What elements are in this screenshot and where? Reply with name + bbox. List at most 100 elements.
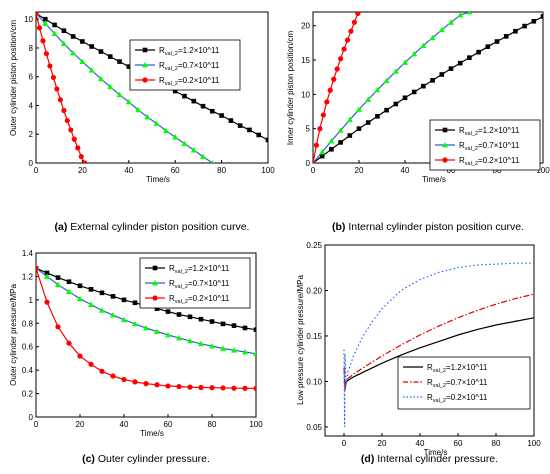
y-tick-label: 20 (301, 22, 310, 31)
x-tick-label: 80 (493, 166, 502, 175)
data-point-triangle (154, 328, 160, 334)
x-tick-label: 20 (378, 439, 387, 448)
y-tick-label: 1.4 (22, 249, 34, 258)
data-point-square (265, 137, 268, 143)
panel-c: 0 20 40 60 80 100 0 0.2 0.4 0.6 0.8 1 1.2 1.4 Time/s Ou… (9, 249, 263, 465)
data-point-triangle (42, 20, 49, 26)
data-point-triangle (209, 343, 215, 349)
y-tick-label: 1.2 (22, 272, 34, 281)
x-tick-label: 100 (249, 420, 263, 429)
series-2 (313, 12, 473, 163)
data-point-square (375, 114, 380, 119)
data-point-circle (320, 112, 326, 118)
data-point-square (187, 314, 193, 320)
data-point-square (176, 312, 182, 317)
plot-frame (35, 252, 257, 418)
legend-label: Rval_2=0.2×10^11 (427, 393, 488, 404)
legend-marker (142, 77, 148, 83)
data-point-triangle (438, 26, 445, 33)
data-point-triangle (181, 140, 188, 146)
x-tick-label: 80 (492, 439, 501, 448)
panel-caption: (b) Internal cylinder piston position cu… (332, 221, 524, 233)
data-point-circle (355, 12, 361, 16)
data-point-triangle (77, 295, 83, 302)
data-point-circle (36, 25, 43, 31)
plot-frame (35, 11, 269, 164)
data-point-square (457, 60, 463, 66)
data-point-circle (88, 361, 94, 367)
data-point-circle (209, 385, 215, 391)
data-point-circle (313, 142, 320, 148)
legend-marker (442, 142, 448, 148)
series-line (343, 262, 534, 427)
data-point-square (228, 118, 234, 123)
data-point-circle (99, 368, 105, 374)
data-point-square (476, 49, 481, 55)
data-point-square (365, 120, 371, 125)
series-2 (36, 12, 214, 163)
data-point-triangle (88, 67, 95, 73)
data-point-triangle (402, 59, 408, 65)
data-point-triangle (198, 340, 204, 347)
data-point-circle (40, 38, 46, 44)
y-tick-label: 0.4 (22, 366, 34, 375)
data-point-square (107, 54, 113, 59)
y-axis-label: Inner cylinder piston position/cm (286, 31, 295, 146)
data-point-circle (71, 136, 77, 142)
panel-d: 0 20 40 60 80 100 0.05 0.10 0.15 0.20 0.25 Time/s Lo… (296, 241, 541, 465)
data-point-circle (44, 299, 50, 305)
legend-label: Rval_2=0.7×10^11 (169, 279, 230, 290)
series-2 (343, 293, 534, 391)
y-tick-label: 10 (24, 15, 33, 24)
x-tick-label: 60 (171, 166, 180, 175)
legend-marker (142, 62, 148, 68)
data-point-square (70, 34, 76, 39)
data-point-square (172, 88, 178, 94)
data-point-square (231, 323, 237, 328)
data-point-triangle (132, 320, 138, 327)
data-point-circle (54, 86, 60, 92)
legend: Rval_2=1.2×10^11 Rval_2=0.7×10^11 Rval_2=0… (397, 356, 531, 410)
data-point-triangle (356, 106, 362, 112)
panel-caption: (a) External cylinder piston position cu… (55, 221, 250, 233)
data-point-square (98, 49, 104, 54)
data-point-circle (338, 56, 344, 62)
data-point-triangle (253, 350, 256, 357)
data-point-circle (220, 385, 226, 391)
x-tick-label: 60 (454, 439, 463, 448)
legend: Rval_2=1.2×10^11 Rval_2=0.7×10^11 Rval_2=0… (429, 119, 541, 171)
y-tick-label: 1 (29, 296, 34, 305)
data-point-circle (253, 385, 256, 392)
data-point-square (191, 98, 197, 104)
data-point-square (421, 83, 426, 89)
data-point-triangle (374, 86, 381, 93)
data-point-triangle (60, 40, 67, 47)
legend-marker (442, 127, 448, 133)
data-point-circle (68, 127, 74, 133)
data-point-triangle (121, 316, 127, 323)
x-tick-label: 100 (527, 439, 541, 448)
series-line (343, 293, 534, 391)
data-point-circle (64, 117, 70, 124)
data-point-square (237, 123, 243, 128)
data-point-square (494, 39, 500, 44)
panel-caption: (d) Internal cylinder pressure. (361, 453, 498, 465)
data-point-circle (57, 97, 63, 103)
data-point-circle (82, 160, 88, 163)
data-point-square (319, 153, 325, 159)
data-point-triangle (411, 50, 418, 57)
data-point-square (448, 66, 454, 71)
data-point-square (220, 321, 226, 327)
data-point-triangle (88, 301, 94, 307)
data-point-square (256, 132, 262, 138)
y-axis-label: Outer cylinder piston position/cm (9, 20, 18, 136)
data-point-square (61, 28, 67, 33)
x-tick-label: 0 (342, 439, 347, 448)
y-tick-label: 0.20 (306, 286, 322, 295)
data-point-triangle (187, 337, 193, 344)
data-point-circle (50, 74, 57, 81)
data-point-circle (176, 383, 182, 390)
data-point-circle (47, 63, 53, 69)
data-point-square (200, 103, 206, 109)
y-tick-label: 0.6 (22, 343, 34, 352)
